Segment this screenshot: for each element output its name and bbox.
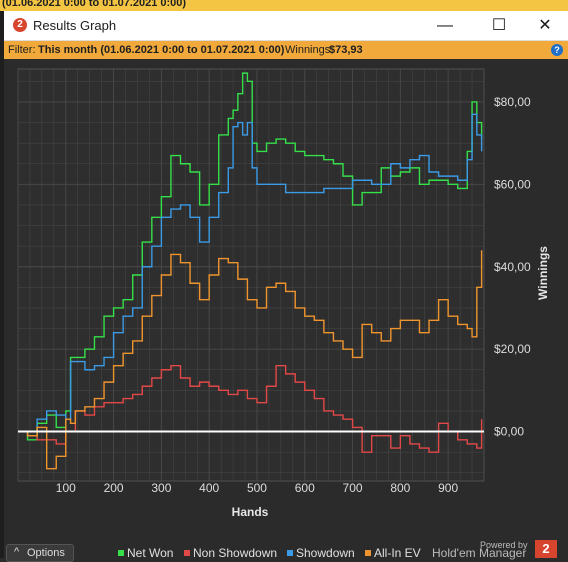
- y-tick-label: $20,00: [494, 342, 531, 356]
- legend-label-allin-ev: All-In EV: [374, 546, 421, 560]
- legend-swatch-net-won: [118, 550, 124, 556]
- brand-logo-icon: 2: [535, 540, 557, 558]
- x-tick-label: 900: [438, 481, 458, 495]
- legend-showdown[interactable]: Showdown: [287, 546, 355, 560]
- series-line-showdown: [18, 113, 483, 433]
- legend-swatch-allin-ev: [365, 550, 371, 556]
- window-title: Results Graph: [33, 18, 117, 33]
- x-tick-label: 300: [151, 481, 171, 495]
- x-tick-label: 100: [56, 481, 76, 495]
- options-button[interactable]: ^ Options: [6, 544, 74, 562]
- minimize-button[interactable]: —: [437, 17, 453, 34]
- x-tick-label: 600: [295, 481, 315, 495]
- x-tick-label: 200: [104, 481, 124, 495]
- tick-layer: 100 200 300 400 500 600 700 800 900 $0,00 $20,00 $4…: [56, 95, 531, 495]
- winnings-value: $73,93: [329, 44, 363, 56]
- y-tick-label: $60,00: [494, 177, 531, 191]
- help-icon[interactable]: ?: [551, 44, 563, 56]
- bottom-bar: ^ Options Net Won Non Showdown Showdown …: [4, 540, 568, 562]
- top-date-text: (01.06.2021 0:00 to 01.07.2021 0:00): [2, 0, 187, 9]
- legend-label-net-won: Net Won: [127, 546, 174, 560]
- filter-bar: Filter: This month (01.06.2021 0:00 to 0…: [4, 41, 568, 59]
- legend-label-showdown: Showdown: [296, 546, 355, 560]
- series-line-net-won: [18, 72, 483, 441]
- window-titlebar[interactable]: 2 Results Graph — ☐ ✕: [4, 11, 568, 41]
- winnings-label: Winnings:: [285, 44, 334, 56]
- y-tick-label: $80,00: [494, 95, 531, 109]
- legend-non-showdown[interactable]: Non Showdown: [184, 546, 277, 560]
- y-tick-label: $0,00: [494, 425, 524, 439]
- y-axis-label: Winnings: [536, 246, 550, 300]
- legend-label-non-showdown: Non Showdown: [193, 546, 278, 560]
- y-tick-label: $40,00: [494, 260, 531, 274]
- left-window-edge: [0, 11, 4, 558]
- legend-swatch-non-showdown: [184, 550, 190, 556]
- top-date-strip: (01.06.2021 0:00 to 01.07.2021 0:00): [0, 0, 568, 11]
- x-tick-label: 800: [390, 481, 410, 495]
- powered-by-text: Powered by: [480, 540, 528, 550]
- legend-allin-ev[interactable]: All-In EV: [365, 546, 421, 560]
- filter-label: Filter:: [8, 44, 36, 56]
- close-button[interactable]: ✕: [538, 17, 552, 34]
- grid-layer: [17, 68, 485, 482]
- x-tick-label: 400: [199, 481, 219, 495]
- app-logo-icon: 2: [13, 18, 27, 32]
- results-chart: 100 200 300 400 500 600 700 800 900 $0,00 $20,00 $4…: [4, 59, 568, 545]
- series-line-all-in-ev: [18, 250, 483, 470]
- chevron-up-icon: ^: [14, 546, 20, 558]
- plot-area: [17, 68, 485, 482]
- x-axis-label: Hands: [232, 505, 269, 519]
- series-layer: [18, 72, 484, 470]
- legend-swatch-showdown: [287, 550, 293, 556]
- x-tick-label: 700: [343, 481, 363, 495]
- series-line-non-showdown: [18, 364, 483, 453]
- legend-net-won[interactable]: Net Won: [118, 546, 173, 560]
- chart-svg: 100 200 300 400 500 600 700 800 900 $0,00 $20,00 $4…: [17, 68, 550, 519]
- maximize-button[interactable]: ☐: [491, 17, 507, 34]
- x-tick-label: 500: [247, 481, 267, 495]
- filter-value: This month (01.06.2021 0:00 to 01.07.202…: [38, 44, 285, 56]
- options-label: Options: [27, 547, 65, 559]
- brand-name: Hold'em Manager: [432, 546, 527, 560]
